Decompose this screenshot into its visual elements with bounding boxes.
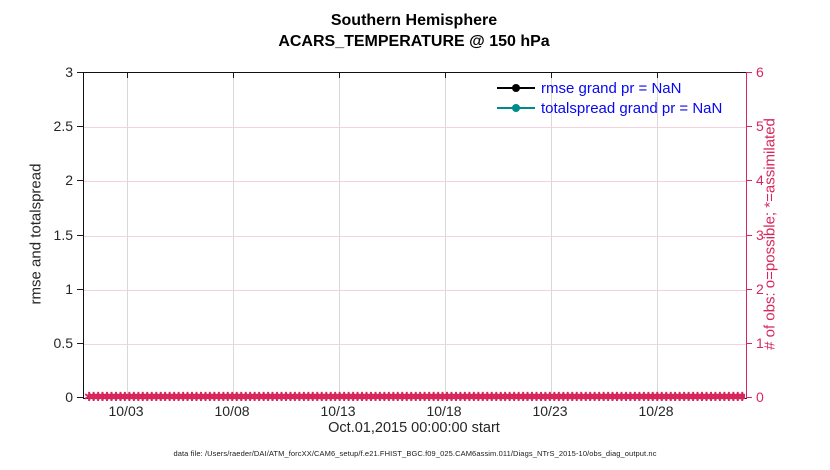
right-tick-mark <box>746 126 752 127</box>
x-axis-label: Oct.01,2015 00:00:00 start <box>328 420 500 436</box>
right-tick-mark <box>746 289 752 290</box>
y-gridline <box>84 236 746 237</box>
left-tick-label: 1.5 <box>53 227 73 243</box>
y-gridline <box>84 181 746 182</box>
left-tick-mark <box>77 343 83 344</box>
plot-area <box>83 72 747 399</box>
top-tick-mark <box>233 73 234 78</box>
legend: rmse grand pr = NaN totalspread grand pr … <box>497 78 722 118</box>
left-tick-label: 2 <box>65 172 73 188</box>
legend-entry-label: totalspread grand pr = NaN <box>541 99 723 117</box>
legend-entry: rmse grand pr = NaN <box>497 78 722 98</box>
right-tick-mark <box>746 72 752 73</box>
x-gridline <box>551 73 552 398</box>
chart-title-line1: Southern Hemisphere <box>330 12 498 29</box>
top-tick-mark <box>657 73 658 78</box>
y-gridline <box>84 344 746 345</box>
right-tick-label: 5 <box>756 118 764 134</box>
left-tick-label: 0.5 <box>53 335 73 351</box>
left-tick-mark <box>77 72 83 73</box>
legend-line-sample <box>497 84 535 92</box>
left-tick-mark <box>77 289 83 290</box>
data-file-path-note: data file: /Users/raeder/DAI/ATM_forcXX/… <box>173 449 657 458</box>
top-tick-mark <box>551 73 552 78</box>
left-tick-label: 2.5 <box>53 118 73 134</box>
x-gridline <box>445 73 446 398</box>
left-tick-label: 1 <box>65 281 73 297</box>
right-tick-label: 0 <box>756 389 764 405</box>
x-gridline <box>657 73 658 398</box>
legend-marker-dot <box>512 84 520 92</box>
right-tick-label: 3 <box>756 227 764 243</box>
right-tick-mark <box>746 235 752 236</box>
right-tick-mark <box>746 180 752 181</box>
legend-entry: totalspread grand pr = NaN <box>497 98 722 118</box>
x-tick-label: 10/18 <box>426 403 462 419</box>
y-gridline <box>84 127 746 128</box>
x-tick-label: 10/13 <box>320 403 356 419</box>
top-tick-mark <box>445 73 446 78</box>
x-gridline <box>339 73 340 398</box>
top-tick-mark <box>127 73 128 78</box>
legend-line-sample <box>497 104 535 112</box>
left-tick-mark <box>77 180 83 181</box>
legend-marker-dot <box>512 104 520 112</box>
x-tick-label: 10/23 <box>532 403 568 419</box>
x-tick-label: 10/08 <box>214 403 250 419</box>
left-tick-mark <box>77 397 83 398</box>
right-tick-label: 4 <box>756 172 764 188</box>
top-tick-mark <box>339 73 340 78</box>
right-tick-label: 6 <box>756 64 764 80</box>
left-tick-mark <box>77 126 83 127</box>
x-gridline <box>233 73 234 398</box>
x-gridline <box>127 73 128 398</box>
x-tick-label: 10/03 <box>108 403 144 419</box>
legend-entry-label: rmse grand pr = NaN <box>541 79 682 97</box>
chart-title-line2: ACARS_TEMPERATURE @ 150 hPa <box>278 33 550 50</box>
right-tick-mark <box>746 397 752 398</box>
left-tick-label: 0 <box>65 389 73 405</box>
left-tick-label: 3 <box>65 64 73 80</box>
y-gridline <box>84 290 746 291</box>
x-tick-label: 10/28 <box>638 403 674 419</box>
assimilated-obs-marker-band: ✱✱✱✱✱✱✱✱✱✱✱✱✱✱✱✱✱✱✱✱✱✱✱✱✱✱✱✱✱✱✱✱✱✱✱✱✱✱✱✱… <box>84 390 745 404</box>
right-tick-label: 1 <box>756 335 764 351</box>
right-tick-mark <box>746 343 752 344</box>
right-tick-label: 2 <box>756 281 764 297</box>
left-tick-mark <box>77 235 83 236</box>
